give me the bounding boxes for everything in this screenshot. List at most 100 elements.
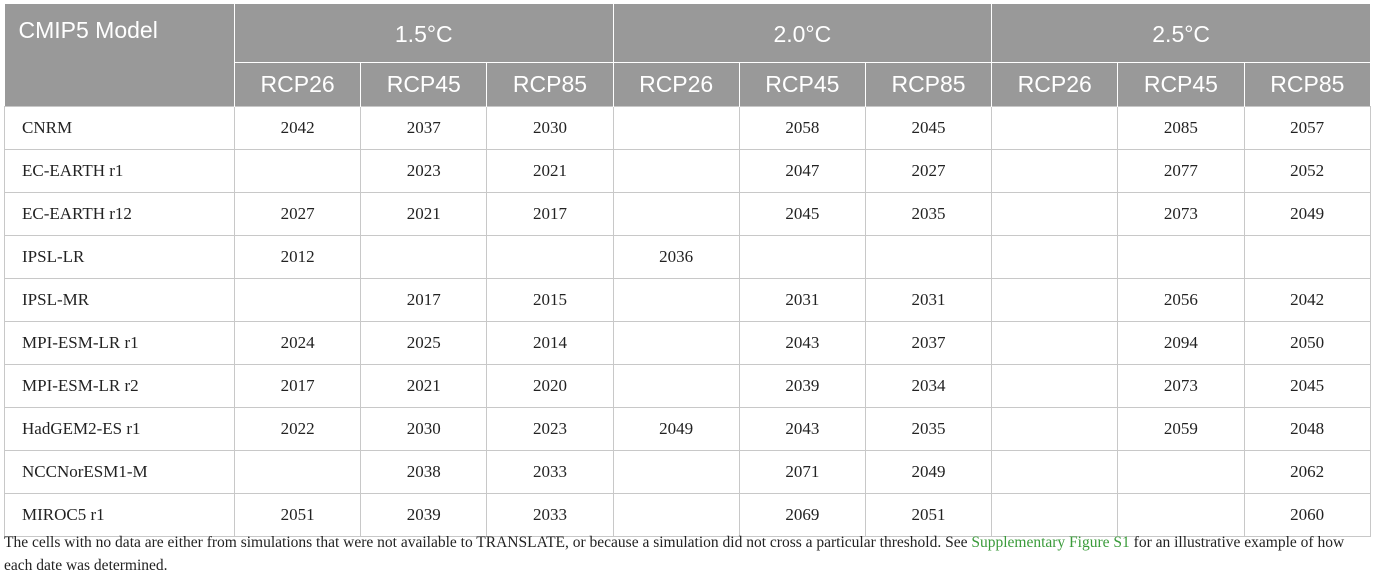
footnote-text-end: for an illustrative example of how each … — [4, 534, 1345, 574]
year-cell: 2021 — [360, 363, 488, 408]
year-cell — [991, 449, 1119, 494]
scenario-header: RCP85 — [864, 61, 992, 106]
scenario-header: RCP45 — [1117, 61, 1244, 106]
year-cell: 2031 — [864, 277, 993, 322]
year-cell — [991, 105, 1119, 150]
year-cell — [1117, 234, 1245, 279]
year-cell: 2033 — [486, 492, 614, 537]
year-cell — [991, 492, 1119, 537]
year-cell — [1117, 449, 1245, 494]
year-cell — [1243, 234, 1371, 279]
year-cell — [612, 105, 740, 150]
footnote-text: The cells with no data are either from s… — [4, 534, 972, 551]
year-cell: 2034 — [864, 363, 993, 408]
scenario-header: RCP45 — [738, 61, 866, 106]
supplementary-figure-link[interactable]: Supplementary Figure S1 — [971, 534, 1130, 551]
year-cell — [612, 277, 740, 322]
year-cell: 2058 — [738, 105, 866, 150]
header-row-groups: CMIP5 Model 1.5°C 2.0°C 2.5°C — [4, 4, 1371, 62]
year-cell — [738, 234, 866, 279]
model-column-header: CMIP5 Model — [4, 4, 235, 62]
table-row: NCCNorESM1-M 2038 2033 2071 2049 2062 — [4, 449, 1371, 494]
year-cell: 2023 — [486, 406, 614, 451]
table-row: IPSL-LR 2012 2036 — [4, 234, 1371, 279]
year-cell: 2051 — [864, 492, 993, 537]
year-cell: 2015 — [486, 277, 614, 322]
year-cell — [1117, 492, 1245, 537]
year-cell: 2069 — [738, 492, 866, 537]
year-cell: 2056 — [1117, 277, 1245, 322]
year-cell: 2035 — [864, 191, 993, 236]
year-cell: 2094 — [1117, 320, 1245, 365]
scenario-header: RCP85 — [1243, 61, 1371, 106]
year-cell — [991, 277, 1119, 322]
group-header-2-5: 2.5°C — [991, 4, 1371, 62]
year-cell — [612, 492, 740, 537]
year-cell: 2030 — [486, 105, 614, 150]
year-cell: 2052 — [1243, 148, 1371, 193]
model-name-cell: CNRM — [4, 105, 235, 150]
year-cell — [612, 363, 740, 408]
year-cell: 2049 — [864, 449, 993, 494]
scenario-header: RCP26 — [233, 61, 361, 106]
year-cell: 2037 — [864, 320, 993, 365]
year-cell: 2043 — [738, 406, 866, 451]
year-cell: 2038 — [360, 449, 488, 494]
year-cell: 2049 — [612, 406, 740, 451]
table-body: CNRM 2042 2037 2030 2058 2045 2085 2057 EC-EARTH… — [4, 105, 1371, 537]
model-name-cell: EC-EARTH r1 — [4, 148, 235, 193]
scenario-header: RCP85 — [486, 61, 614, 106]
year-cell: 2037 — [360, 105, 488, 150]
year-cell — [991, 191, 1119, 236]
year-cell: 2021 — [360, 191, 488, 236]
year-cell: 2048 — [1243, 406, 1371, 451]
year-cell: 2039 — [738, 363, 866, 408]
year-cell: 2033 — [486, 449, 614, 494]
model-name-cell: NCCNorESM1-M — [4, 449, 235, 494]
model-name-cell: IPSL-LR — [4, 234, 235, 279]
year-cell — [612, 148, 740, 193]
model-name-cell: HadGEM2-ES r1 — [4, 406, 235, 451]
model-name-cell: MPI-ESM-LR r2 — [4, 363, 235, 408]
group-header-2-0: 2.0°C — [612, 4, 992, 62]
year-cell: 2023 — [360, 148, 488, 193]
model-name-cell: IPSL-MR — [4, 277, 235, 322]
year-cell: 2045 — [738, 191, 866, 236]
year-cell — [991, 234, 1119, 279]
scenario-header: RCP45 — [360, 61, 487, 106]
table-footnote: The cells with no data are either from s… — [4, 531, 1370, 577]
year-cell: 2014 — [486, 320, 614, 365]
year-cell — [612, 320, 740, 365]
year-cell: 2045 — [1243, 363, 1371, 408]
year-cell: 2085 — [1117, 105, 1245, 150]
year-cell: 2047 — [738, 148, 866, 193]
scenario-header: RCP26 — [991, 61, 1118, 106]
table-row: MPI-ESM-LR r2 2017 2021 2020 2039 2034 2073 204… — [4, 363, 1371, 408]
year-cell: 2073 — [1117, 191, 1245, 236]
group-header-1-5: 1.5°C — [234, 4, 614, 62]
year-cell: 2073 — [1117, 363, 1245, 408]
year-cell: 2043 — [738, 320, 866, 365]
year-cell: 2027 — [864, 148, 993, 193]
year-cell: 2021 — [486, 148, 614, 193]
year-cell: 2062 — [1243, 449, 1371, 494]
year-cell: 2050 — [1243, 320, 1371, 365]
year-cell: 2035 — [864, 406, 993, 451]
year-cell: 2017 — [486, 191, 614, 236]
year-cell: 2024 — [233, 320, 362, 365]
scenario-header: RCP26 — [612, 61, 740, 106]
year-cell — [233, 449, 362, 494]
year-cell — [486, 234, 614, 279]
year-cell: 2042 — [1243, 277, 1371, 322]
year-cell: 2036 — [612, 234, 740, 279]
table-row: MIROC5 r1 2051 2039 2033 2069 2051 2060 — [4, 492, 1371, 537]
warming-threshold-table: CMIP5 Model 1.5°C 2.0°C 2.5°C RCP26 RCP4… — [4, 4, 1371, 537]
table-container: CMIP5 Model 1.5°C 2.0°C 2.5°C RCP26 RCP4… — [4, 4, 1371, 537]
model-name-cell: MPI-ESM-LR r1 — [4, 320, 235, 365]
year-cell: 2059 — [1117, 406, 1245, 451]
year-cell — [360, 234, 488, 279]
table-row: EC-EARTH r1 2023 2021 2047 2027 2077 2052 — [4, 148, 1371, 193]
year-cell — [991, 406, 1119, 451]
year-cell: 2071 — [738, 449, 866, 494]
header-row-scenarios: RCP26 RCP45 RCP85 RCP26 RCP45 RCP85 RCP2… — [4, 61, 1371, 106]
